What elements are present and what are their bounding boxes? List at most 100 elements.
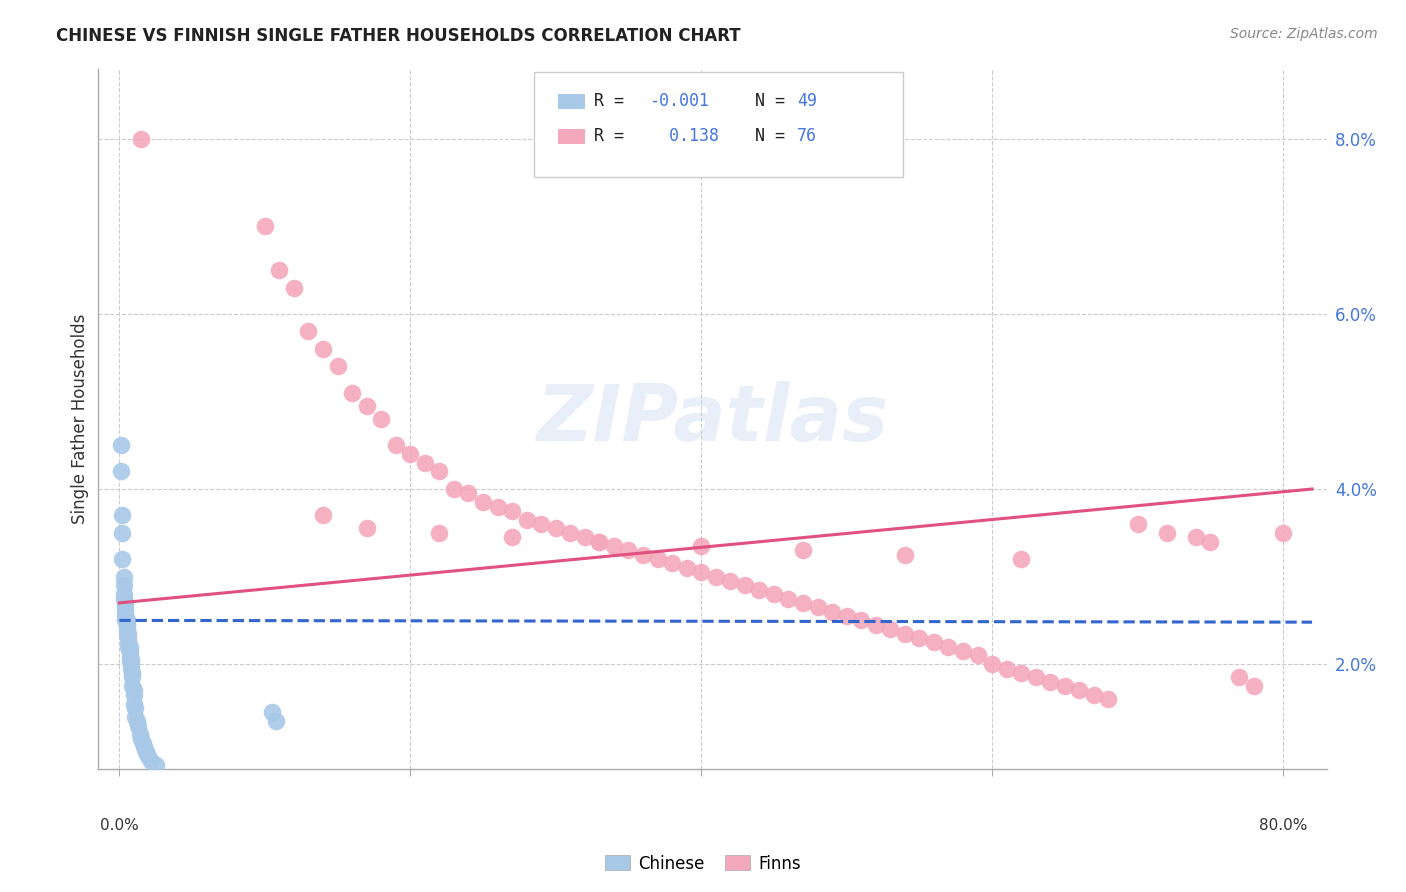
Text: R =: R = [595,93,634,111]
Point [1025,670,1047,684]
Point [131,736,153,750]
Point [516,513,538,527]
Point [111,525,134,540]
Point [908,631,931,645]
Point [129,731,152,746]
Point [145,758,167,772]
Point [806,600,828,615]
Point [966,648,988,663]
Point [704,569,727,583]
Point [112,569,135,583]
Point [443,482,465,496]
Point [835,609,858,624]
Text: -0.001: -0.001 [650,93,710,111]
Point [734,578,756,592]
Point [122,683,145,698]
Point [117,631,139,645]
Point [356,521,378,535]
FancyBboxPatch shape [558,128,585,145]
Point [894,626,917,640]
Point [112,587,135,601]
Point [138,749,160,764]
Point [1053,679,1076,693]
Point [115,622,138,636]
Point [938,640,960,654]
Point [690,539,713,553]
Point [1184,530,1206,544]
Point [501,530,523,544]
Point [981,657,1004,672]
Point [879,622,901,636]
Point [574,530,596,544]
Point [1126,516,1149,531]
Point [117,635,139,649]
Point [399,447,422,461]
Point [118,640,141,654]
Point [114,600,136,615]
Point [111,508,134,523]
Point [1243,679,1265,693]
Point [269,263,291,277]
Point [118,648,141,663]
Point [118,653,141,667]
Point [134,740,156,755]
Point [115,626,138,640]
Point [1083,688,1105,702]
Point [312,342,335,356]
Point [384,438,406,452]
Point [486,500,509,514]
Point [135,745,157,759]
Point [429,465,451,479]
Text: R =: R = [595,128,634,145]
Point [1271,525,1294,540]
Point [120,653,142,667]
Point [1069,683,1091,698]
Point [121,679,143,693]
Point [118,644,141,658]
Point [617,543,640,558]
Point [413,456,436,470]
Point [647,552,669,566]
Point [120,657,142,672]
Point [253,219,276,234]
Point [283,280,305,294]
Point [894,548,917,562]
FancyBboxPatch shape [534,72,903,178]
Point [1097,692,1119,706]
Point [111,552,134,566]
Point [778,591,800,606]
Point [1010,665,1032,680]
Point [114,614,136,628]
Point [120,662,142,676]
Point [122,697,145,711]
Point [472,495,495,509]
Point [544,521,567,535]
Point [115,617,138,632]
Point [370,412,392,426]
Point [849,614,872,628]
Point [588,534,610,549]
Point [340,385,363,400]
Point [661,557,683,571]
Point [127,718,149,732]
Text: 80.0%: 80.0% [1258,818,1308,833]
Point [952,644,974,658]
Point [312,508,335,523]
Point [141,754,163,768]
Point [121,670,143,684]
Point [865,617,887,632]
Point [117,640,139,654]
Point [112,591,135,606]
Point [718,574,741,588]
Text: 0.0%: 0.0% [100,818,139,833]
Text: 49: 49 [797,93,817,111]
Point [748,582,770,597]
Point [631,548,654,562]
Point [675,561,697,575]
Text: Source: ZipAtlas.com: Source: ZipAtlas.com [1230,27,1378,41]
Point [110,438,132,452]
Point [326,359,349,374]
Point [115,614,138,628]
Point [560,525,582,540]
Point [128,727,150,741]
